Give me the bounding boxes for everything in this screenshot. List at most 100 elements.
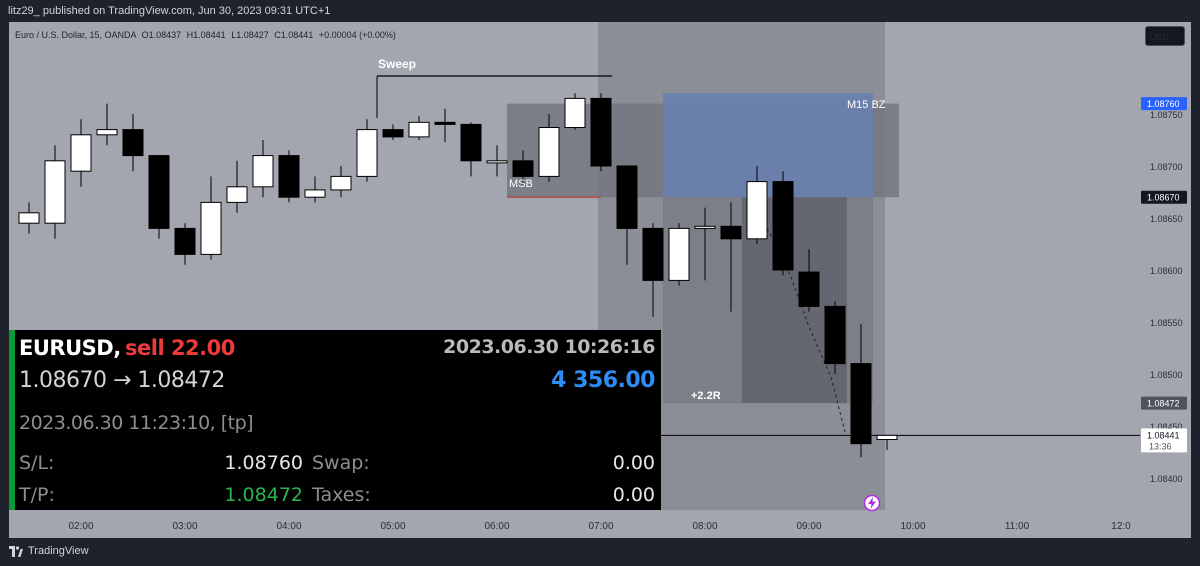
y-tick-label-2: 1.08500 xyxy=(1150,370,1183,380)
candle-body-1 xyxy=(44,160,66,224)
sl-value: 1.08760 xyxy=(224,452,303,474)
candle-body-3 xyxy=(96,129,118,136)
candle-body-28 xyxy=(746,181,768,240)
candle-body-16 xyxy=(434,121,456,125)
legend-high: H1.08441 xyxy=(186,30,226,40)
sl-label: S/L: xyxy=(19,452,55,474)
candle-13 xyxy=(356,119,378,182)
candle-body-23 xyxy=(616,165,638,229)
candle-21 xyxy=(564,93,586,130)
price-chart[interactable]: Sweep MSB M15 BZ +2.2R 1.08400 1.08450 1.08500… xyxy=(9,22,1191,538)
candle-20 xyxy=(538,114,560,182)
price-tag-bg-1 xyxy=(1141,190,1187,204)
candle-31 xyxy=(824,301,846,374)
candle-9 xyxy=(252,140,274,198)
candle-26 xyxy=(694,207,716,281)
x-tick-label-4: 06:00 xyxy=(484,521,509,532)
annotation-rr: +2.2R xyxy=(691,390,721,402)
price-tag-1: 1.08670 xyxy=(1147,193,1180,203)
x-tick-label-10: 12:0 xyxy=(1111,521,1131,532)
candle-25 xyxy=(668,223,690,286)
candle-10 xyxy=(278,150,300,203)
price-tag-3: 1.08441 xyxy=(1147,430,1180,440)
y-tick-label-0: 1.08400 xyxy=(1150,474,1183,484)
annotation-msb: MSB xyxy=(509,178,533,190)
candle-body-22 xyxy=(590,97,612,167)
candle-29 xyxy=(772,171,794,276)
candle-23 xyxy=(616,165,638,265)
tradingview-logo-icon[interactable] xyxy=(9,546,23,557)
x-tick-label-9: 11:00 xyxy=(1005,521,1030,532)
trade-close-info: 2023.06.30 11:23:10, [tp] xyxy=(19,412,254,434)
trade-symbol-text: EURUSD xyxy=(19,336,114,360)
trade-side: sell 22.00 xyxy=(125,336,235,360)
candle-16 xyxy=(434,108,456,143)
candle-body-33 xyxy=(876,434,898,441)
candle-body-10 xyxy=(278,155,300,198)
candle-body-13 xyxy=(356,129,378,177)
footer-brand: TradingView xyxy=(28,545,89,557)
time-axis xyxy=(9,510,1191,538)
candle-body-30 xyxy=(798,271,820,307)
y-tick-label-4: 1.08600 xyxy=(1150,266,1183,276)
candle-17 xyxy=(460,122,482,177)
candle-body-6 xyxy=(174,227,196,255)
annotation-sweep: Sweep xyxy=(378,57,416,71)
candle-33 xyxy=(876,434,898,450)
taxes-label: Taxes: xyxy=(312,484,371,506)
candle-7 xyxy=(200,176,222,260)
candle-body-4 xyxy=(122,129,144,157)
y-tick-label-6: 1.08700 xyxy=(1150,162,1183,172)
candle-body-21 xyxy=(564,97,586,129)
y-tick-label-5: 1.08650 xyxy=(1150,214,1183,224)
swap-label: Swap: xyxy=(312,452,370,474)
candle-body-27 xyxy=(720,225,742,240)
chart-area[interactable]: Sweep MSB M15 BZ +2.2R 1.08400 1.08450 1.08500… xyxy=(9,22,1191,538)
legend-change: +0.00004 (+0.00%) xyxy=(318,30,396,40)
candle-0 xyxy=(18,202,40,234)
trade-symbol-separator: , xyxy=(113,336,121,360)
candle-body-29 xyxy=(772,181,794,271)
candle-body-19 xyxy=(512,160,534,177)
x-tick-label-8: 10:00 xyxy=(900,521,925,532)
taxes-value: 0.00 xyxy=(612,484,655,506)
candle-body-11 xyxy=(304,189,326,198)
m15-bz-box xyxy=(663,93,873,198)
x-tick-label-5: 07:00 xyxy=(588,521,613,532)
x-tick-label-2: 04:00 xyxy=(276,521,301,532)
candle-body-15 xyxy=(408,121,430,138)
candle-14 xyxy=(382,124,404,140)
x-tick-label-6: 08:00 xyxy=(692,521,717,532)
candle-body-24 xyxy=(642,227,664,281)
candle-18 xyxy=(486,145,508,177)
candle-19 xyxy=(512,150,534,185)
x-tick-label-1: 03:00 xyxy=(172,521,197,532)
candle-22 xyxy=(590,93,612,172)
candle-body-14 xyxy=(382,129,404,138)
candle-body-20 xyxy=(538,127,560,177)
candle-15 xyxy=(408,116,430,140)
legend-open: O1.08437 xyxy=(141,30,182,40)
publish-bar: litz29_ published on TradingView.com, Ju… xyxy=(0,0,1200,22)
x-tick-label-0: 02:00 xyxy=(68,521,93,532)
tp-value: 1.08472 xyxy=(224,484,303,506)
candle-11 xyxy=(304,176,326,203)
swap-value: 0.00 xyxy=(612,452,655,474)
lightning-icon xyxy=(863,494,881,512)
trade-price-route: 1.08670 → 1.08472 xyxy=(19,368,225,393)
y-tick-label-7: 1.08750 xyxy=(1150,110,1183,120)
candle-3 xyxy=(96,103,118,146)
candle-24 xyxy=(642,223,664,317)
candle-body-12 xyxy=(330,175,352,191)
currency-button[interactable]: USD xyxy=(1145,26,1185,46)
candle-1 xyxy=(44,145,66,239)
candle-body-9 xyxy=(252,155,274,188)
candle-body-8 xyxy=(226,186,248,203)
price-tag-bg-2 xyxy=(1141,396,1187,410)
trade-open-time: 2023.06.30 10:26:16 xyxy=(443,336,655,358)
candle-8 xyxy=(226,160,248,213)
candle-body-31 xyxy=(824,305,846,365)
tp-label: T/P: xyxy=(19,484,55,506)
legend-close: C1.08441 xyxy=(274,30,314,40)
candle-body-17 xyxy=(460,123,482,162)
